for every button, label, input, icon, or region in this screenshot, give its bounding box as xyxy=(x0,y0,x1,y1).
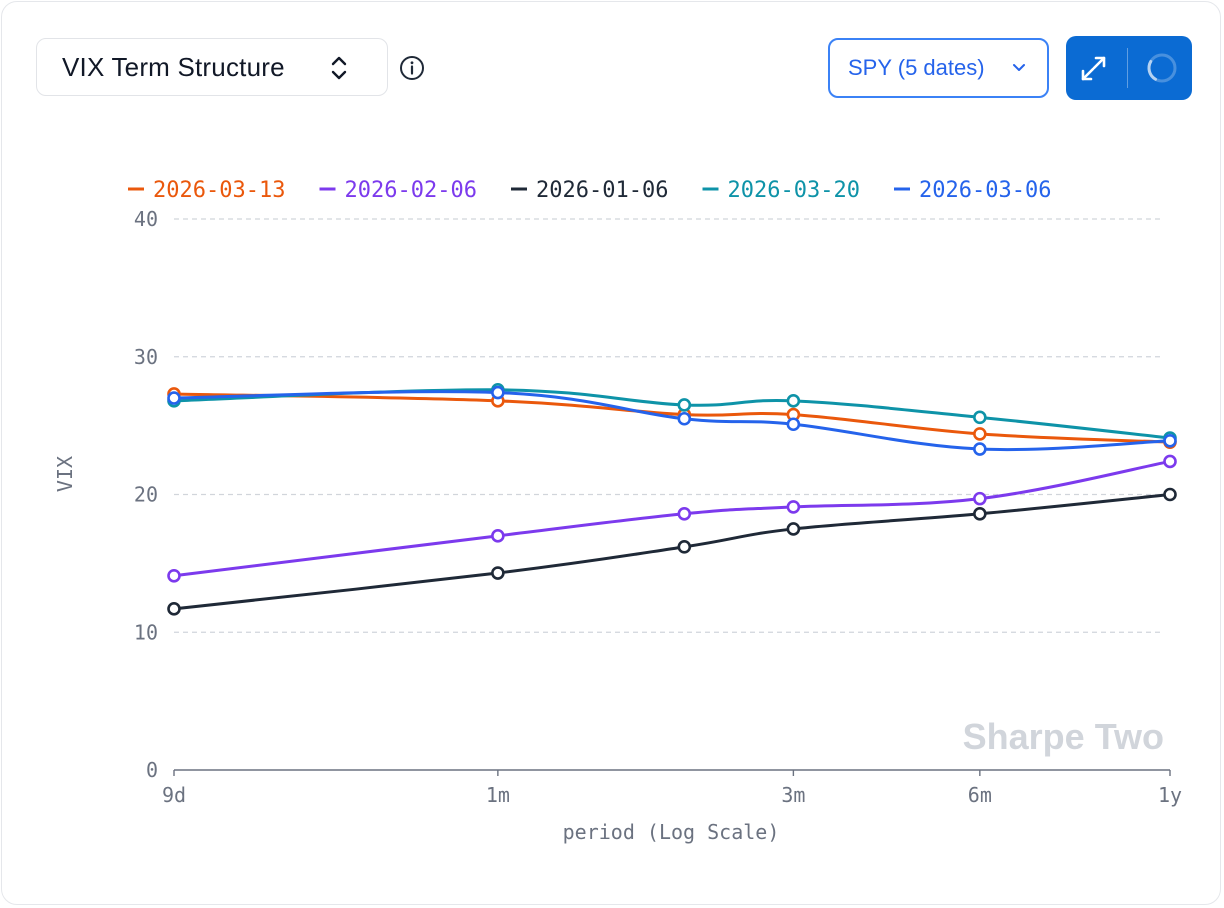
legend-label: 2026-03-20 xyxy=(728,178,860,203)
legend-label: 2026-03-13 xyxy=(153,178,285,203)
y-tick-label: 30 xyxy=(134,345,158,369)
loading-spinner-icon xyxy=(1147,53,1177,83)
x-tick-label: 1m xyxy=(486,783,510,807)
data-point[interactable] xyxy=(786,522,801,536)
data-point[interactable] xyxy=(786,394,801,408)
legend-item[interactable]: 2026-03-20 xyxy=(702,178,860,203)
data-point[interactable] xyxy=(973,410,987,425)
y-tick-label: 0 xyxy=(146,758,158,782)
refresh-button[interactable] xyxy=(1132,36,1192,100)
data-point[interactable] xyxy=(677,411,692,426)
data-point[interactable] xyxy=(973,491,987,506)
data-point[interactable] xyxy=(973,442,987,456)
data-point[interactable] xyxy=(786,500,801,514)
series-line xyxy=(173,459,1171,578)
series-2026-01-06 xyxy=(167,487,1177,616)
legend-item[interactable]: 2026-02-06 xyxy=(319,178,477,203)
info-circle-icon[interactable] xyxy=(399,55,425,81)
data-point[interactable] xyxy=(167,391,181,405)
grid-lines xyxy=(174,218,1164,633)
data-point[interactable] xyxy=(973,506,987,521)
chevron-up-down-icon xyxy=(331,56,347,80)
data-point[interactable] xyxy=(1163,433,1177,448)
legend: 2026-03-13 2026-02-06 2026-01-06 2026-03-20… xyxy=(128,178,1051,203)
legend-item[interactable]: 2026-03-13 xyxy=(128,178,285,203)
metric-selector-label: VIX Term Structure xyxy=(62,51,285,82)
chevron-down-icon xyxy=(1013,64,1025,71)
x-axis-label: period (Log Scale) xyxy=(563,820,780,844)
series-line xyxy=(173,390,1171,452)
data-point[interactable] xyxy=(677,398,692,412)
data-point[interactable] xyxy=(491,529,505,543)
actions-divider xyxy=(1127,48,1128,88)
expand-arrows-icon xyxy=(1081,56,1106,81)
y-axis-label: VIX xyxy=(53,456,77,492)
legend-item[interactable]: 2026-01-06 xyxy=(511,178,668,203)
data-point[interactable] xyxy=(1163,454,1177,469)
data-point[interactable] xyxy=(677,506,692,521)
series-2026-02-06 xyxy=(167,454,1177,583)
expand-button[interactable] xyxy=(1066,36,1126,100)
series-line xyxy=(173,392,1171,444)
series-lines xyxy=(167,383,1177,616)
legend-label: 2026-03-06 xyxy=(919,178,1051,203)
y-tick-label: 40 xyxy=(134,207,158,231)
data-point[interactable] xyxy=(973,427,987,441)
data-point[interactable] xyxy=(1163,487,1177,502)
axes: 0 10 20 30 40 9d 1m 3m 6m 1y xyxy=(134,207,1182,807)
chart-actions xyxy=(1066,36,1192,100)
data-point[interactable] xyxy=(491,566,505,580)
data-point[interactable] xyxy=(786,417,801,432)
legend-label: 2026-01-06 xyxy=(536,178,668,203)
legend-label: 2026-02-06 xyxy=(345,178,477,203)
x-tick-label: 9d xyxy=(162,783,186,807)
series-2026-03-06 xyxy=(167,385,1177,456)
y-tick-label: 20 xyxy=(134,483,158,507)
data-point[interactable] xyxy=(167,568,181,583)
ticker-dropdown[interactable]: SPY (5 dates) xyxy=(828,38,1049,98)
legend-item[interactable]: 2026-03-06 xyxy=(894,178,1051,203)
x-tick-label: 6m xyxy=(968,783,992,807)
metric-selector[interactable]: VIX Term Structure xyxy=(36,38,388,96)
ticker-dropdown-label: SPY (5 dates) xyxy=(848,55,985,80)
data-point[interactable] xyxy=(491,385,505,400)
data-point[interactable] xyxy=(677,540,692,554)
series-line xyxy=(173,493,1171,611)
y-tick-label: 10 xyxy=(134,620,158,644)
x-tick-label: 1y xyxy=(1158,783,1182,807)
data-point[interactable] xyxy=(167,602,181,616)
x-tick-label: 3m xyxy=(781,783,805,807)
watermark-text: Sharpe Two xyxy=(963,716,1164,757)
